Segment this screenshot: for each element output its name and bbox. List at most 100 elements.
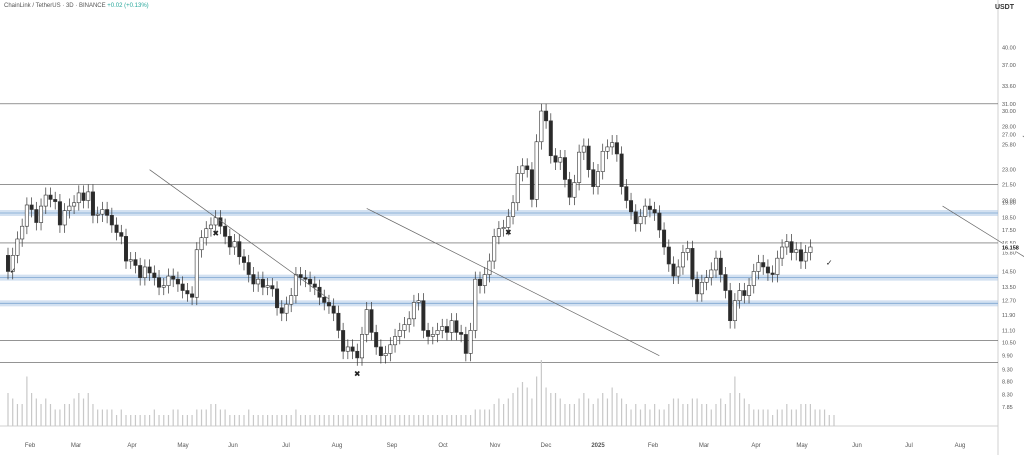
candle-body xyxy=(114,224,119,233)
candle-body xyxy=(647,205,652,210)
volume-bar xyxy=(540,360,542,426)
candle-body xyxy=(544,110,549,122)
candle-body xyxy=(652,209,657,214)
volume-bar xyxy=(644,404,646,426)
volume-bar xyxy=(380,415,382,426)
candle-body xyxy=(501,227,506,230)
candle-body xyxy=(511,202,516,217)
candle-body xyxy=(48,194,53,200)
volume-bar xyxy=(753,409,755,426)
volume-bar xyxy=(49,404,52,426)
candle-body xyxy=(105,209,110,216)
volume-bar xyxy=(687,404,689,426)
candle-body xyxy=(10,255,15,272)
legend-symbol: ChainLink / TetherUS xyxy=(4,3,61,9)
volume-bar xyxy=(781,409,783,426)
volume-bar xyxy=(545,387,547,426)
candle-body xyxy=(388,344,393,354)
candle-body xyxy=(713,257,718,271)
candle-body xyxy=(350,346,355,352)
candle-body xyxy=(742,290,747,296)
volume-bar xyxy=(654,404,656,426)
volume-bar xyxy=(814,409,816,426)
candle-body xyxy=(194,249,199,298)
candle-body xyxy=(67,205,72,211)
volume-bar xyxy=(366,415,368,426)
volume-bar xyxy=(536,376,538,426)
volume-bar xyxy=(64,404,66,426)
volume-bar xyxy=(512,393,514,426)
volume-bar xyxy=(739,393,741,426)
legend-change: +0.02 (+0.13%) xyxy=(107,3,149,9)
volume-bar xyxy=(200,409,203,426)
volume-bar xyxy=(356,415,358,426)
candle-body xyxy=(761,262,766,268)
candle-body xyxy=(454,320,459,333)
volume-bar xyxy=(408,415,410,426)
price-tick-label: 40.00 xyxy=(1002,46,1016,52)
volume-bar xyxy=(153,409,155,426)
candle-body xyxy=(581,145,586,153)
volume-bar xyxy=(432,415,434,426)
candle-body xyxy=(600,150,605,172)
volume-bar xyxy=(12,398,14,426)
candle-body xyxy=(397,330,402,337)
time-tick-label: Jun xyxy=(852,443,862,449)
candle-body xyxy=(39,205,44,223)
volume-bar xyxy=(469,415,472,426)
candle-body xyxy=(336,312,341,331)
volume-bar xyxy=(182,415,184,426)
volume-bar xyxy=(59,409,61,426)
volume-bar xyxy=(125,415,127,426)
signal-marker: ✓ xyxy=(9,267,16,276)
volume-bar xyxy=(271,415,273,426)
candle-body xyxy=(24,204,29,227)
volume-bar xyxy=(281,415,283,426)
volume-bar xyxy=(724,404,727,426)
volume-bar xyxy=(573,404,575,426)
price-tick-label: 9.30 xyxy=(1002,367,1013,373)
volume-bar xyxy=(828,415,830,426)
volume-bar xyxy=(219,409,221,426)
volume-bar xyxy=(40,404,42,426)
candle-body xyxy=(275,288,280,309)
volume-bar xyxy=(531,398,533,426)
candle-body xyxy=(289,295,294,305)
candle-body xyxy=(732,300,737,322)
candle-body xyxy=(15,238,20,256)
time-tick-label: Nov xyxy=(490,443,501,449)
candle-body xyxy=(699,282,704,295)
volume-bar xyxy=(630,409,632,426)
volume-bar xyxy=(394,415,396,426)
volume-bar xyxy=(625,404,627,426)
time-tick-label: Oct xyxy=(438,443,448,449)
volume-bar xyxy=(474,409,476,426)
candle-body xyxy=(242,256,247,263)
volume-bar xyxy=(635,404,637,426)
candle-body xyxy=(157,277,162,288)
volume-bar xyxy=(342,415,344,426)
volume-bar xyxy=(649,409,651,426)
volume-bar xyxy=(422,415,424,426)
volume-bar xyxy=(616,393,618,426)
candle-body xyxy=(463,334,468,354)
candle-body xyxy=(685,248,690,253)
candle-body xyxy=(279,307,284,314)
candle-body xyxy=(548,120,553,157)
volume-bar xyxy=(413,415,415,426)
candle-body xyxy=(605,146,610,152)
volume-bar xyxy=(191,415,193,426)
candle-body xyxy=(539,110,544,143)
volume-bar xyxy=(333,415,335,426)
candle-body xyxy=(95,213,100,216)
volume-bar xyxy=(790,409,793,426)
volume-bar xyxy=(441,415,443,426)
volume-bar xyxy=(54,409,56,426)
candle-body xyxy=(345,346,350,352)
candle-body xyxy=(364,309,369,335)
candle-body xyxy=(756,262,761,272)
candle-body xyxy=(359,334,364,359)
volume-bar xyxy=(385,415,387,426)
